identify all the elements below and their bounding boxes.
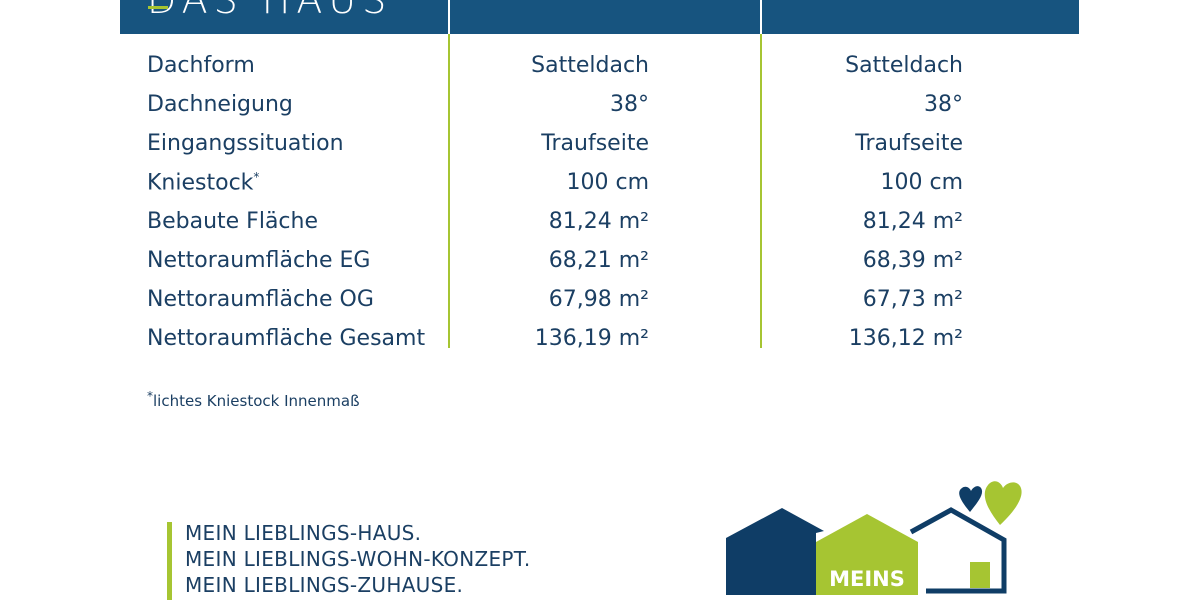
row-label: Bebaute Fläche — [147, 209, 318, 234]
column-divider — [448, 0, 450, 348]
slogan-accent-bar — [167, 522, 172, 600]
table-row: Nettoraumfläche Gesamt 136,19 m² 136,12 m² — [147, 326, 963, 356]
row-label: Nettoraumfläche Gesamt — [147, 326, 426, 351]
table-row: Kniestock* 100 cm 100 cm — [147, 170, 963, 200]
title-accent — [148, 6, 168, 9]
heart-large-icon — [984, 481, 1022, 525]
value-col-2: 100 cm — [880, 170, 963, 195]
table-row: Eingangssituation Traufseite Traufseite — [147, 131, 963, 161]
footnote: *lichtes Kniestock Innenmaß — [147, 389, 360, 410]
value-col-1: 81,24 m² — [548, 209, 649, 234]
column-divider — [760, 0, 762, 348]
value-col-1: Satteldach — [531, 53, 649, 78]
section-title: DAS HAUS — [147, 0, 393, 22]
meins-logo: MEINS — [726, 481, 1022, 595]
slogan-line: MEIN LIEBLINGS-WOHN-KONZEPT. — [185, 547, 531, 571]
row-label: Kniestock* — [147, 170, 260, 196]
table-header — [120, 0, 1079, 34]
value-col-2: 136,12 m² — [848, 326, 963, 351]
slogan-line: MEIN LIEBLINGS-HAUS. — [185, 521, 422, 545]
house-dark-icon — [726, 508, 824, 595]
table-row: Dachform Satteldach Satteldach — [147, 53, 963, 83]
value-col-2: 67,73 m² — [862, 287, 963, 312]
value-col-1: 67,98 m² — [548, 287, 649, 312]
row-label: Dachneigung — [147, 92, 293, 117]
house-outline-icon — [909, 507, 1007, 594]
header-divider — [448, 0, 450, 34]
table-row: Nettoraumfläche OG 67,98 m² 67,73 m² — [147, 287, 963, 317]
logo-text: MEINS — [829, 567, 905, 591]
value-col-1: 136,19 m² — [534, 326, 649, 351]
table-row: Nettoraumfläche EG 68,21 m² 68,39 m² — [147, 248, 963, 278]
slogan-line: MEIN LIEBLINGS-ZUHAUSE. — [185, 573, 464, 597]
heart-small-icon — [959, 486, 983, 512]
value-col-1: Traufseite — [541, 131, 649, 156]
row-label: Nettoraumfläche EG — [147, 248, 371, 273]
value-col-1: 100 cm — [566, 170, 649, 195]
value-col-2: Satteldach — [845, 53, 963, 78]
value-col-2: 68,39 m² — [862, 248, 963, 273]
value-col-2: Traufseite — [855, 131, 963, 156]
row-label: Dachform — [147, 53, 255, 78]
value-col-1: 38° — [610, 92, 649, 117]
door-icon — [970, 562, 990, 588]
table-row: Bebaute Fläche 81,24 m² 81,24 m² — [147, 209, 963, 239]
header-divider — [760, 0, 762, 34]
house-green-icon — [816, 514, 918, 595]
row-label: Nettoraumfläche OG — [147, 287, 374, 312]
value-col-2: 81,24 m² — [862, 209, 963, 234]
value-col-1: 68,21 m² — [548, 248, 649, 273]
row-label: Eingangssituation — [147, 131, 344, 156]
value-col-2: 38° — [924, 92, 963, 117]
table-row: Dachneigung 38° 38° — [147, 92, 963, 122]
